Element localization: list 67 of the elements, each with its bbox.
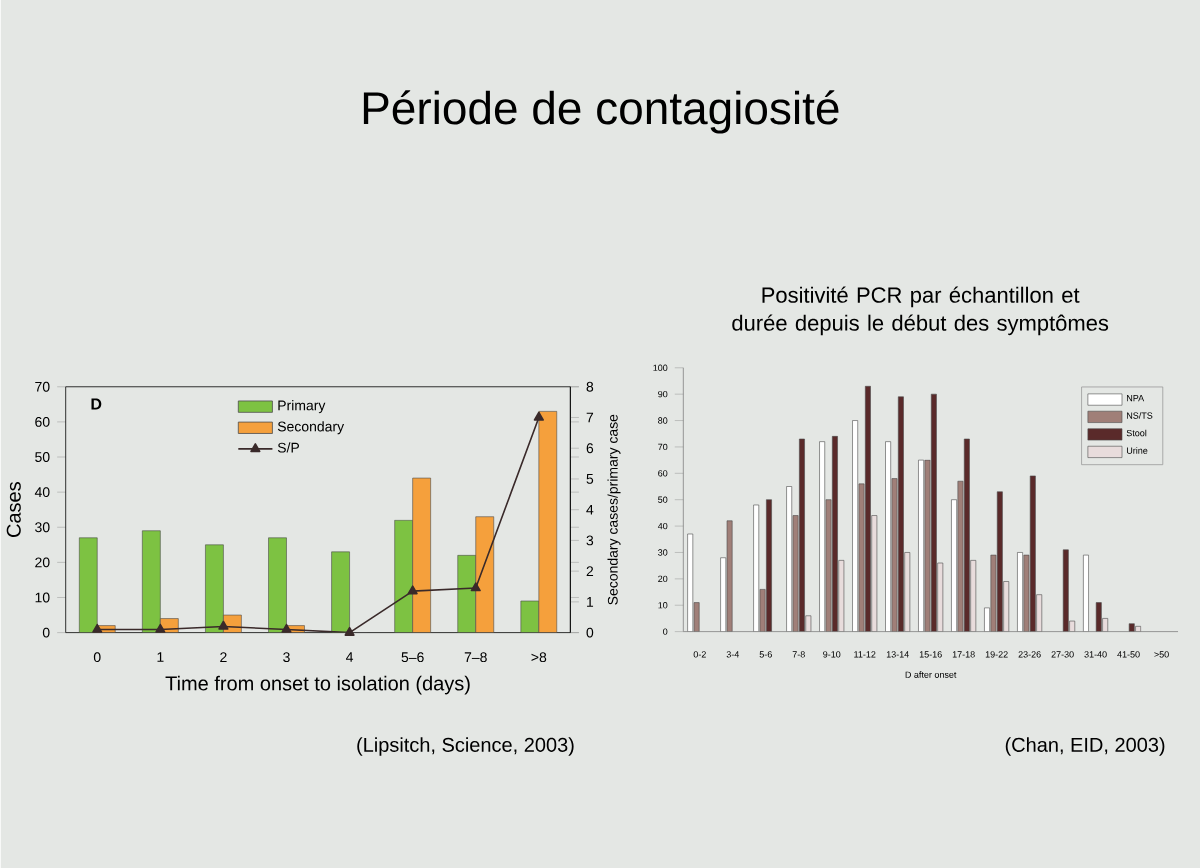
x-tick-label: 3-4 (726, 650, 740, 658)
y-tick-label: 20 (35, 557, 50, 568)
x-axis-title: D after onset (905, 671, 957, 678)
y-tick-label: 30 (658, 549, 668, 556)
x-tick-label: 27-30 (1051, 650, 1074, 658)
y-tick-label: 100 (653, 364, 668, 371)
legend-label: Secondary (277, 420, 345, 435)
y2-axis-title: Secondary cases/primary case (607, 414, 621, 605)
x-tick-label: 1 (157, 651, 164, 662)
x-tick-label: 9-10 (823, 650, 841, 658)
y-tick-label: 0 (663, 628, 668, 635)
x-axis-title: Time from onset to isolation (days) (165, 675, 470, 695)
x-tick-label: 3 (283, 651, 290, 662)
x-tick-label: 15-16 (919, 650, 942, 658)
y-tick-label: 70 (658, 443, 668, 450)
y-tick-label: 20 (658, 575, 668, 582)
annotation: D (91, 398, 102, 410)
y2-tick-label: 3 (586, 535, 594, 546)
legend-label: NS/TS (1127, 411, 1153, 419)
x-tick-label: 17-18 (952, 650, 975, 658)
y2-tick-label: 5 (586, 473, 594, 484)
y-tick-label: 80 (658, 417, 668, 424)
legend-label: Primary (278, 399, 326, 413)
x-tick-label: 0 (93, 651, 101, 662)
y2-tick-label: 8 (586, 381, 594, 392)
x-tick-label: 0-2 (693, 650, 706, 658)
y-tick-label: 40 (657, 522, 668, 530)
y2-tick-label: 0 (586, 627, 594, 638)
legend-label: Stool (1126, 429, 1147, 437)
y-tick-label: 10 (35, 592, 50, 603)
y-tick-label: 30 (35, 522, 50, 532)
y-tick-label: 40 (34, 486, 50, 497)
y2-tick-label: 4 (586, 504, 594, 515)
legend-label: S/P (277, 442, 300, 453)
y-tick-label: 50 (35, 451, 50, 462)
legend-label: NPA (1127, 394, 1145, 401)
x-tick-label: 13-14 (886, 650, 909, 658)
y-tick-label: 10 (658, 601, 668, 609)
y-tick-label: 70 (35, 381, 50, 392)
y-tick-label: 60 (658, 469, 668, 477)
x-tick-label: 7-8 (792, 650, 805, 658)
text: (Lipsitch, Science, 2003) (357, 736, 574, 756)
x-tick-label: 4 (346, 651, 354, 662)
x-tick-label: 7–8 (464, 651, 487, 662)
y-tick-label: 90 (658, 390, 668, 398)
x-tick-label: 5–6 (401, 651, 424, 662)
y-tick-label: 0 (42, 627, 50, 638)
x-tick-label: 11-12 (854, 650, 876, 658)
y-axis-title: Cases (6, 481, 21, 537)
y-tick-label: 50 (658, 496, 668, 503)
x-tick-label: 41-50 (1117, 650, 1140, 658)
y2-tick-label: 2 (586, 566, 594, 576)
legend-label: Urine (1126, 446, 1148, 454)
x-tick-label: 19-22 (985, 650, 1008, 658)
y2-tick-label: 1 (587, 596, 594, 607)
y2-tick-label: 7 (586, 412, 594, 423)
x-tick-label: 5-6 (759, 650, 772, 658)
x-tick-label: 31-40 (1084, 650, 1107, 658)
text: (Chan, EID, 2003) (1005, 737, 1165, 756)
y-tick-label: 60 (35, 416, 50, 427)
x-tick-label: >50 (1154, 650, 1169, 658)
x-tick-label: >8 (531, 651, 547, 662)
y2-tick-label: 6 (586, 443, 594, 453)
chart-title: Période de contagiosité (363, 89, 839, 134)
x-tick-label: 2 (220, 651, 227, 662)
x-tick-label: 23-26 (1018, 650, 1041, 658)
chart-title: Positivité PCR par échantillon et durée depuis le début des symptômes (732, 286, 1109, 335)
